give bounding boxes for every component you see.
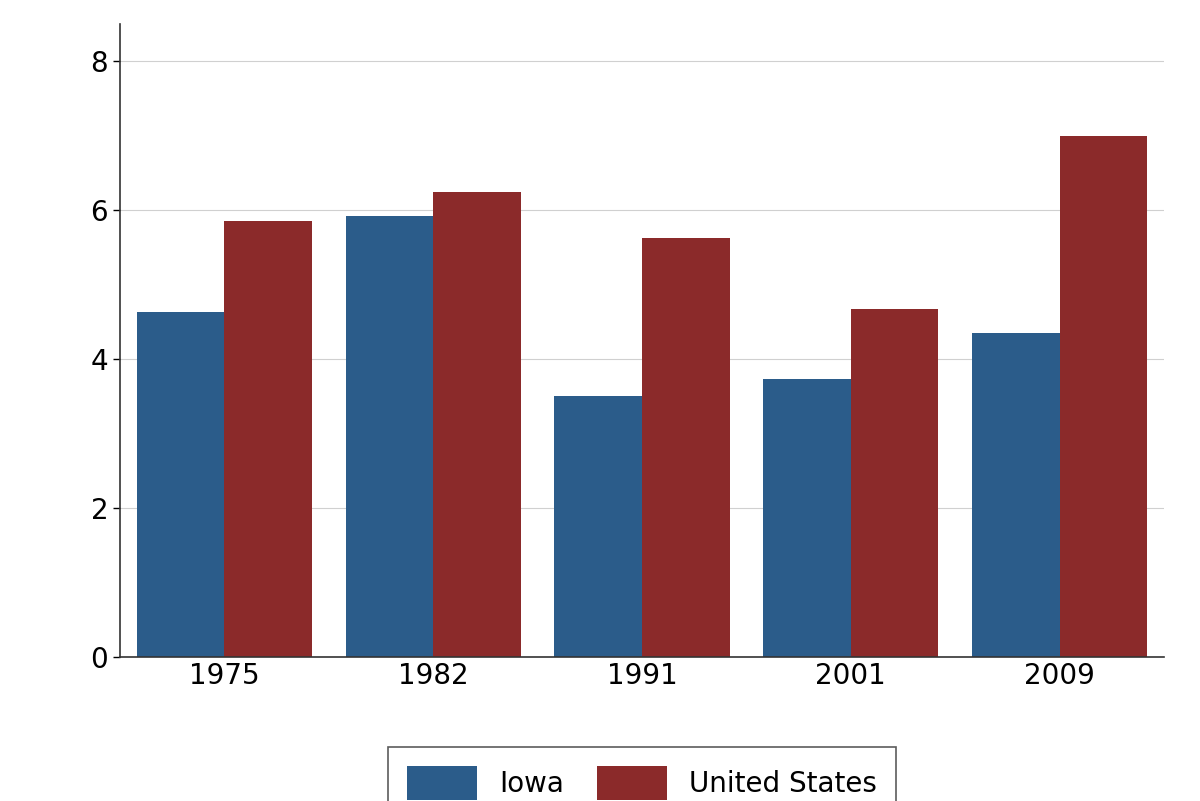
Legend: Iowa, United States: Iowa, United States [388, 747, 896, 801]
Bar [554, 396, 642, 657]
Bar [851, 309, 938, 657]
Bar [763, 379, 851, 657]
Bar [433, 191, 521, 657]
Bar [137, 312, 224, 657]
Bar [972, 333, 1060, 657]
Bar [224, 221, 312, 657]
Bar [1060, 135, 1147, 657]
Bar [642, 238, 730, 657]
Bar [346, 216, 433, 657]
